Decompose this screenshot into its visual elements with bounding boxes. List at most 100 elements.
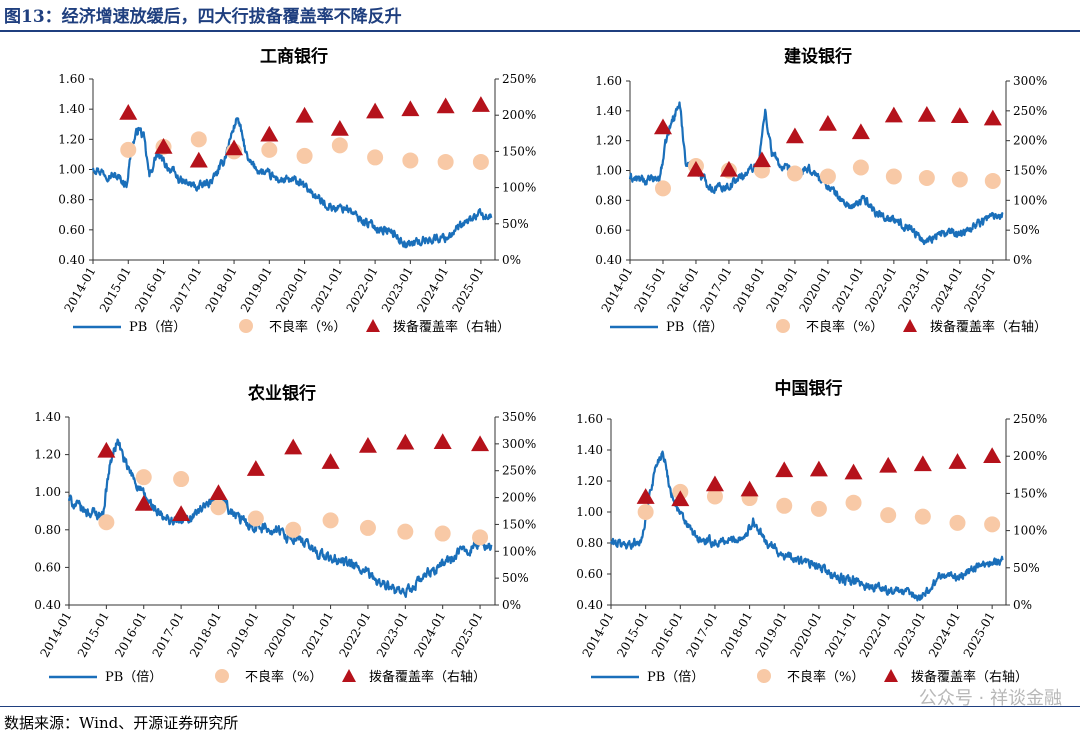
coverage-point	[948, 453, 967, 469]
npl-point	[247, 510, 264, 527]
y-tick-label: 0.40	[34, 598, 61, 612]
npl-point	[637, 504, 654, 520]
coverage-point	[879, 456, 898, 473]
x-tick-label: 2025-01	[449, 610, 486, 660]
npl-point	[845, 494, 862, 511]
coverage-point	[401, 100, 420, 117]
npl-point	[173, 471, 190, 488]
npl-point	[135, 469, 152, 486]
coverage-point	[295, 106, 314, 123]
y2-tick-label: 50%	[1013, 561, 1040, 575]
legend-coverage-swatch	[342, 669, 356, 682]
coverage-point	[983, 447, 1002, 463]
x-tick-label: 2016-01	[649, 610, 686, 660]
x-tick-label: 2023-01	[895, 265, 932, 315]
chart-grid: 工商银行 0.40 0.60 0.80 1.00 1.20 1.40 1.60 0% 50% 100…	[34, 46, 1047, 685]
x-tick-label: 2019-01	[238, 265, 275, 315]
x-tick-label: 2022-01	[336, 610, 373, 660]
legend-coverage-swatch	[903, 319, 917, 332]
y-tick-label: 0.80	[34, 523, 61, 537]
y-tick-label: 1.20	[58, 132, 85, 146]
chart-panel-4: 中国银行 0.40 0.60 0.80 1.00 1.20 1.40 1.60 0% 50% 100…	[576, 378, 1047, 685]
x-tick-label: 2020-01	[273, 265, 310, 315]
npl-point	[397, 523, 414, 540]
legend-pb-label: PB（倍）	[105, 670, 162, 685]
npl-point	[296, 147, 313, 164]
y2-tick-label: 150%	[1013, 164, 1047, 178]
figure-title: 图13：经济增速放缓后，四大行拔备覆盖率不降反升	[4, 7, 402, 27]
y-tick-label: 1.40	[34, 410, 61, 424]
coverage-point	[818, 114, 837, 131]
coverage-point	[189, 151, 208, 168]
x-tick-label: 2017-01	[150, 610, 187, 660]
y2-tick-label: 50%	[1013, 223, 1040, 237]
x-tick-label: 2025-01	[449, 265, 486, 315]
coverage-point	[330, 119, 349, 136]
y-tick-label: 0.40	[595, 253, 622, 267]
npl-point	[706, 488, 723, 505]
y2-tick-label: 150%	[502, 517, 536, 531]
legend-coverage-swatch	[884, 669, 898, 682]
y-tick-label: 0.40	[58, 253, 85, 267]
npl-point	[885, 168, 902, 185]
npl-point	[98, 514, 115, 531]
chart-panel-2: 建设银行 0.40 0.60 0.80 1.00 1.20 1.40 1.60 0% 50% 100…	[595, 46, 1047, 335]
y2-tick-label: 300%	[1013, 74, 1047, 88]
legend-npl-label: 不良率（%）	[245, 669, 322, 685]
npl-point	[786, 165, 803, 182]
y2-tick-label: 250%	[1013, 412, 1047, 426]
coverage-point	[396, 433, 415, 450]
y-tick-label: 1.20	[595, 134, 622, 148]
y2-tick-label: 350%	[502, 410, 536, 424]
x-tick-label: 2022-01	[862, 265, 899, 315]
y2-tick-label: 100%	[1013, 524, 1047, 538]
y-tick-label: 1.20	[34, 448, 61, 462]
x-tick-label: 2019-01	[763, 265, 800, 315]
chart-title: 农业银行	[247, 383, 316, 404]
x-tick-label: 2024-01	[411, 610, 448, 660]
y-tick-label: 1.00	[34, 485, 61, 499]
y-tick-label: 0.60	[595, 223, 622, 237]
npl-point	[951, 171, 968, 188]
coverage-point	[851, 123, 870, 140]
coverage-point	[433, 433, 452, 449]
coverage-point	[436, 97, 455, 114]
x-tick-label: 2024-01	[926, 610, 963, 660]
y-tick-label: 0.80	[576, 536, 603, 550]
y-tick-label: 0.60	[576, 567, 603, 581]
y2-tick-label: 0%	[502, 598, 521, 612]
x-tick-label: 2015-01	[97, 265, 134, 315]
x-tick-label: 2021-01	[829, 265, 866, 315]
coverage-point	[884, 106, 903, 123]
npl-point	[359, 519, 376, 536]
y2-tick-label: 200%	[1013, 134, 1047, 148]
x-tick-label: 2017-01	[697, 265, 734, 315]
y-tick-label: 1.00	[576, 505, 603, 519]
y2-tick-label: 150%	[1013, 486, 1047, 500]
y2-tick-label: 200%	[1013, 449, 1047, 463]
y-tick-label: 0.40	[576, 598, 603, 612]
coverage-point	[471, 96, 490, 112]
legend-npl-label: 不良率（%）	[269, 319, 346, 335]
coverage-point	[913, 455, 932, 472]
npl-point	[472, 153, 489, 170]
npl-point	[914, 508, 931, 525]
npl-point	[434, 525, 451, 542]
x-tick-label: 2021-01	[299, 610, 336, 660]
coverage-point	[246, 460, 265, 476]
pb-series-line	[628, 101, 1004, 246]
x-tick-label: 2025-01	[961, 610, 998, 660]
coverage-point	[785, 127, 804, 144]
coverage-point	[671, 490, 690, 507]
chart-title: 工商银行	[260, 46, 328, 67]
y-tick-label: 1.20	[576, 474, 603, 488]
npl-point	[949, 514, 966, 531]
coverage-point	[686, 160, 705, 177]
coverage-point	[260, 125, 279, 142]
coverage-point	[471, 435, 490, 452]
y-tick-label: 1.00	[595, 164, 622, 178]
y-tick-label: 1.40	[595, 104, 622, 118]
y2-tick-label: 0%	[502, 253, 521, 267]
coverage-point	[705, 475, 724, 492]
legend-pb-label: PB（倍）	[129, 320, 186, 335]
